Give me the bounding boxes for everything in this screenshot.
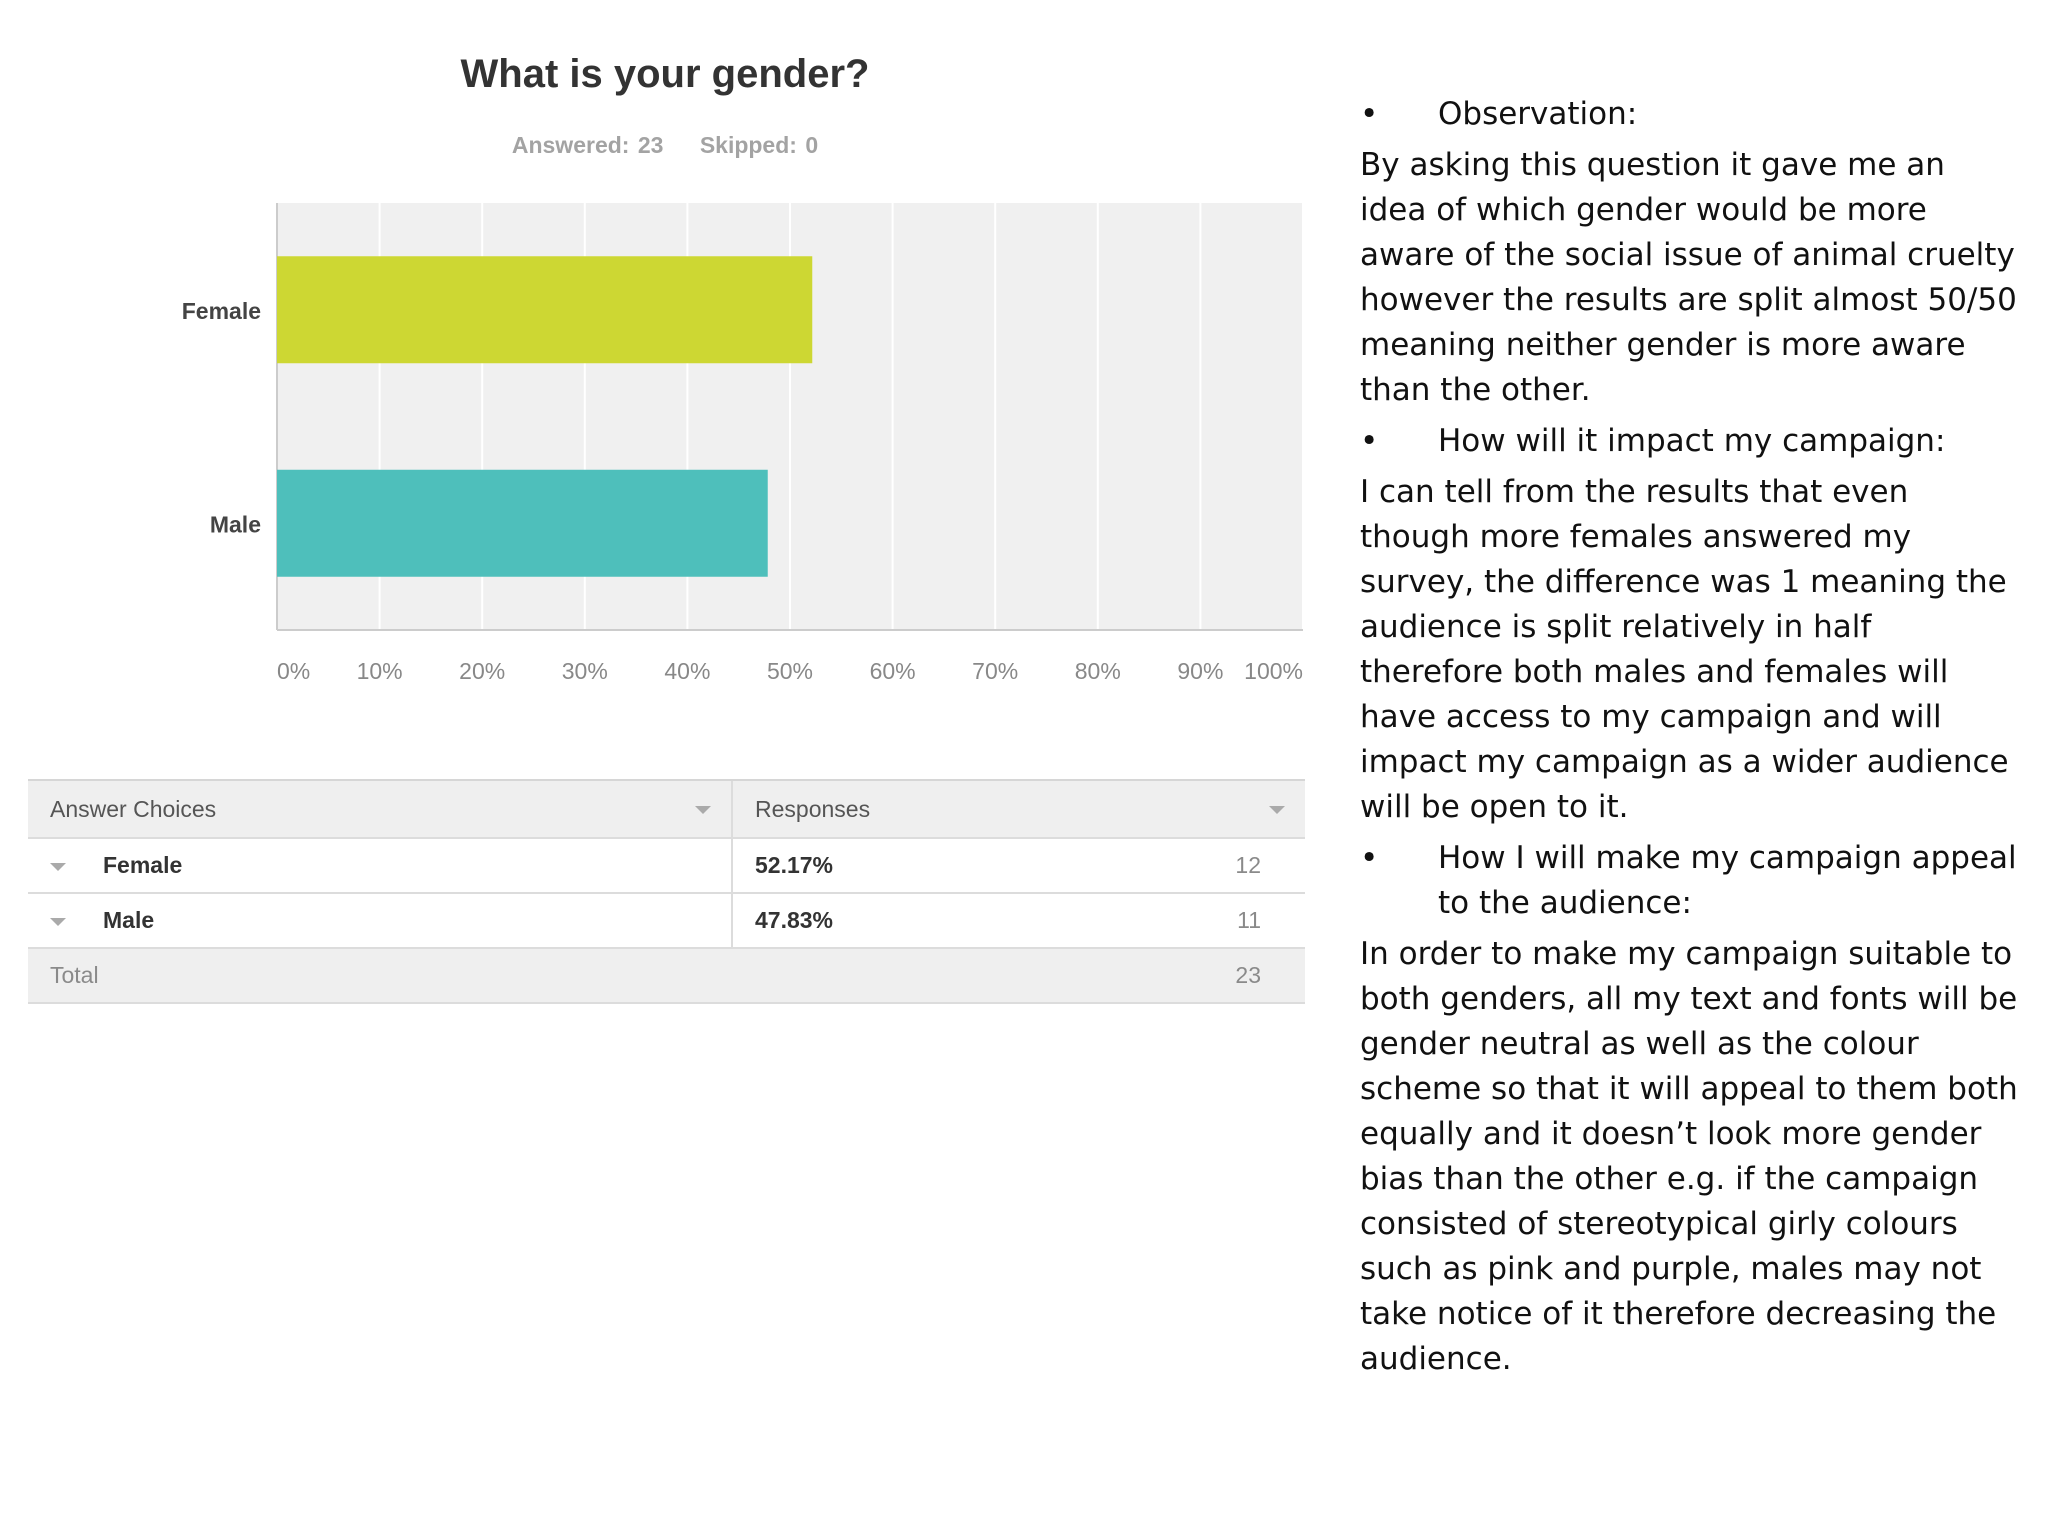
x-tick-label: 40% [664, 658, 710, 684]
survey-chart: What is your gender? Answered: 23 Skippe… [0, 0, 1330, 760]
total-label-cell: Total [28, 949, 733, 1002]
expand-caret-icon[interactable] [50, 918, 66, 926]
total-label: Total [50, 962, 99, 988]
response-count: 12 [1235, 852, 1261, 878]
response-percent: 52.17% [755, 852, 834, 878]
bullet-observation: Observation: [1360, 92, 2020, 137]
bullet-appeal: How I will make my campaign appeal to th… [1360, 836, 2020, 926]
appeal-text: In order to make my campaign suitable to… [1360, 936, 2018, 1377]
table-total-row: Total 23 [28, 949, 1305, 1004]
x-tick-label: 90% [1177, 658, 1223, 684]
bar-chart: Female Male 0% 10% 20% 30% 40% 50% 60% 70% 80% 90% 1… [182, 203, 1304, 684]
sort-caret-icon[interactable] [1269, 806, 1285, 814]
response-count: 11 [1237, 907, 1261, 933]
responses-table: Answer Choices Responses Female 52.17% 1… [28, 779, 1305, 1004]
response-cell: 52.17% 12 [733, 839, 1305, 892]
chart-meta: Answered: 23 Skipped: 0 [280, 132, 1050, 159]
bullet-impact: How will it impact my campaign: [1360, 419, 2020, 464]
answer-choices-label: Answer Choices [50, 795, 217, 822]
category-label: Male [210, 511, 261, 537]
x-tick-label: 20% [459, 658, 505, 684]
sort-caret-icon[interactable] [695, 806, 711, 814]
category-label: Female [182, 298, 261, 324]
answered-count: Answered: 23 [511, 132, 664, 158]
responses-label: Responses [755, 795, 871, 822]
x-tick-label: 0% [277, 658, 310, 684]
x-tick-label: 60% [870, 658, 916, 684]
total-count-cell: 23 [733, 949, 1305, 1002]
bar-female [277, 256, 813, 364]
answer-choices-header[interactable]: Answer Choices [28, 781, 733, 837]
skipped-count: Skipped: 0 [699, 132, 819, 158]
total-count: 23 [1235, 962, 1261, 988]
table-row: Female 52.17% 12 [28, 839, 1305, 894]
x-tick-label: 80% [1075, 658, 1121, 684]
chart-title: What is your gender? [460, 52, 870, 96]
responses-header[interactable]: Responses [733, 781, 1305, 837]
x-tick-label: 70% [972, 658, 1018, 684]
response-cell: 47.83% 11 [733, 894, 1305, 947]
x-tick-label: 30% [562, 658, 608, 684]
choice-label: Female [103, 852, 183, 878]
response-percent: 47.83% [755, 907, 834, 933]
expand-caret-icon[interactable] [50, 863, 66, 871]
choice-cell: Female [28, 839, 733, 892]
table-header: Answer Choices Responses [28, 781, 1305, 839]
choice-label: Male [103, 907, 155, 933]
notes-panel: Observation: By asking this question it … [1360, 92, 2020, 1388]
x-tick-label: 10% [357, 658, 403, 684]
bar-male [277, 469, 768, 577]
x-tick-label: 50% [767, 658, 813, 684]
observation-text: By asking this question it gave me an id… [1360, 147, 2017, 408]
x-tick-label: 100% [1244, 658, 1303, 684]
choice-cell: Male [28, 894, 733, 947]
impact-text: I can tell from the results that even th… [1360, 474, 2009, 825]
table-row: Male 47.83% 11 [28, 894, 1305, 949]
